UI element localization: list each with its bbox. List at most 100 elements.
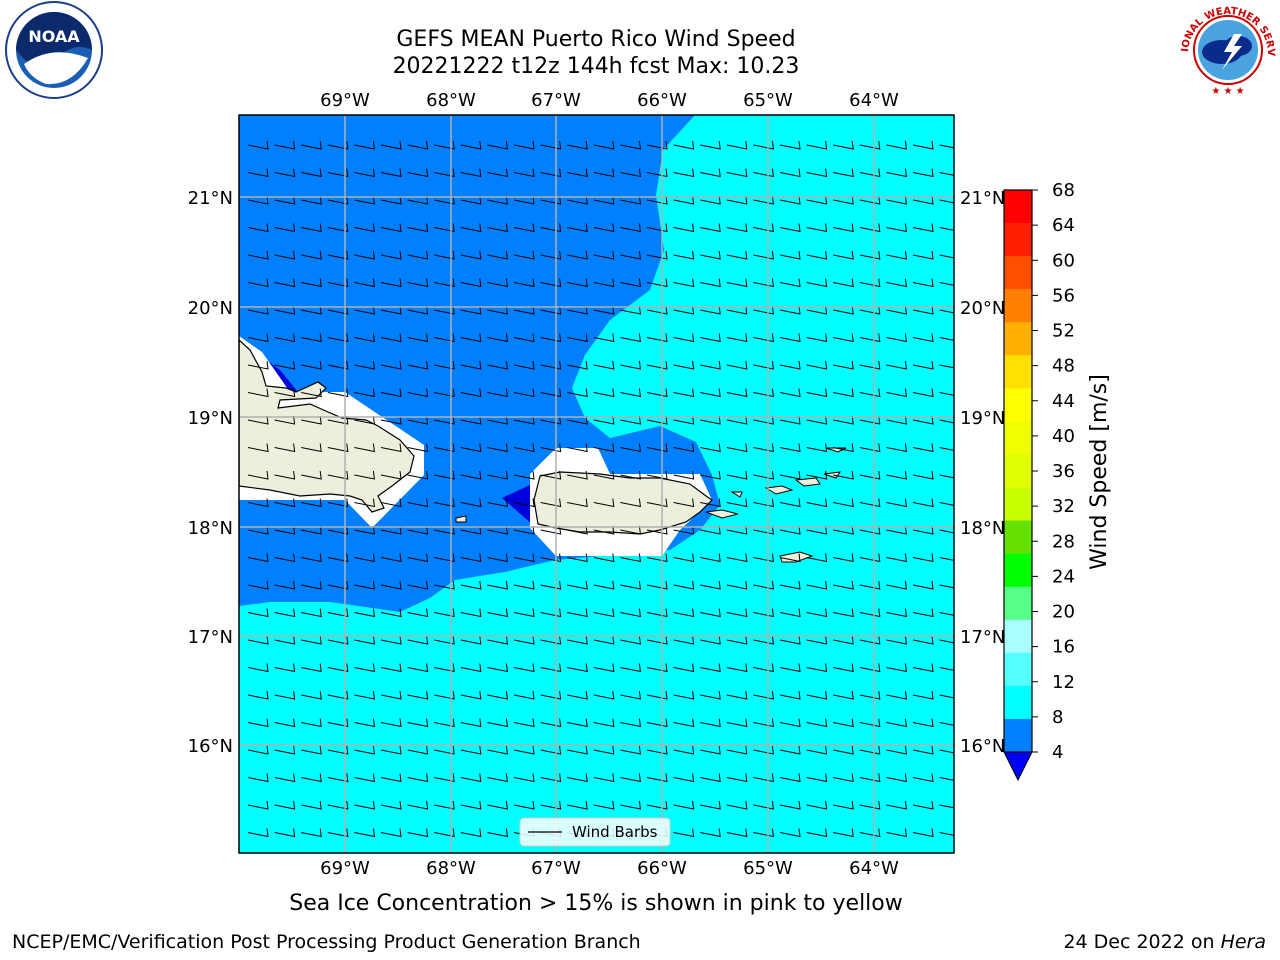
lon-label: 68°W [426, 90, 476, 111]
wind-barb [513, 800, 535, 810]
wind-barb [939, 584, 954, 589]
wind-barb [859, 525, 881, 535]
wind-barb [753, 250, 774, 260]
wind-barb [327, 773, 349, 783]
wind-barb [407, 223, 429, 233]
wind-barb [247, 278, 269, 288]
wind-barb [354, 140, 375, 150]
wind-barb [912, 415, 934, 425]
wind-barb [567, 415, 588, 425]
colorbar-segment [1004, 487, 1032, 521]
wind-barb [673, 223, 695, 233]
colorbar-segment [1004, 553, 1032, 588]
colorbar-ticks: 68 64 60 56 52 48 44 40 36 32 28 24 20 16 12 8 4 [1032, 180, 1075, 763]
wind-barb [487, 278, 508, 288]
wind-barb [380, 278, 402, 288]
wind-barb [886, 635, 907, 645]
wind-barb [912, 663, 934, 673]
wind-barb [806, 360, 828, 370]
wind-barb [434, 278, 455, 288]
wind-barb [886, 140, 907, 150]
wind-barb [274, 773, 296, 783]
wind-barb [859, 580, 881, 590]
wind-barb [779, 525, 801, 535]
wind-barb [567, 773, 588, 783]
lat-label: 18°N [960, 518, 1005, 539]
wind-barb [567, 525, 588, 535]
colorbar-segment [1004, 322, 1032, 356]
wind-barb [327, 415, 349, 425]
wind-barb [434, 360, 455, 370]
wind-barb [939, 502, 954, 506]
wind-barb [247, 525, 269, 535]
wind-barb [726, 443, 748, 453]
wind-barb [886, 415, 907, 425]
wind-barb [886, 223, 907, 233]
wind-barb [434, 745, 455, 755]
wind-barb [859, 278, 881, 288]
wind-barb [912, 828, 934, 838]
nws-stars: ★ ★ ★ [1211, 86, 1244, 97]
wind-barb [726, 663, 748, 673]
colorbar-tick-label: 68 [1052, 180, 1075, 201]
wind-barb [380, 168, 402, 178]
wind-barb [939, 144, 954, 149]
wind-barb [886, 663, 907, 673]
colorbar-segment [1004, 289, 1032, 323]
wind-barb [540, 635, 562, 645]
wind-barb [407, 663, 429, 673]
wind-barb [380, 580, 402, 590]
colorbar-segment [1004, 454, 1032, 488]
wind-barb [274, 388, 296, 398]
wind-barb [513, 580, 535, 590]
wind-barb [859, 388, 881, 398]
wind-barb [434, 195, 455, 205]
colorbar-segment [1004, 718, 1032, 753]
wind-barb [939, 529, 954, 534]
lat-labels-right: 21°N 20°N 19°N 18°N 17°N 16°N [960, 188, 1005, 757]
wind-barb [301, 415, 322, 425]
wind-barb [247, 223, 269, 233]
wind-barb [620, 168, 641, 178]
wind-barb [912, 525, 934, 535]
colorbar-tick-label: 24 [1052, 566, 1075, 587]
wind-barb [700, 828, 721, 838]
wind-barb [833, 470, 854, 480]
wind-barb [327, 388, 349, 398]
wind-barb [886, 553, 907, 563]
wind-barb [593, 250, 615, 260]
wind-barb [301, 608, 322, 618]
wind-barb [673, 278, 695, 288]
wind-barb [673, 333, 695, 343]
wind-barb [700, 800, 721, 810]
wind-barb [700, 305, 721, 315]
wind-barb [407, 718, 429, 728]
wind-barb [833, 360, 854, 370]
wind-barb [886, 443, 907, 453]
wind-barb [354, 305, 375, 315]
wind-barb [779, 470, 801, 480]
wind-barb [434, 635, 455, 645]
wind-barb [593, 635, 615, 645]
wind-barb [407, 635, 429, 645]
wind-barb [460, 800, 482, 810]
wind-barb [567, 360, 588, 370]
wind-barb [779, 278, 801, 288]
island [730, 491, 743, 498]
wind-barb [673, 498, 695, 508]
wind-barb [646, 718, 668, 728]
wind-barb [726, 635, 748, 645]
wind-barb [753, 635, 774, 645]
wind-barb [513, 140, 535, 150]
wind-barb [354, 498, 375, 508]
colorbar-segment [1004, 685, 1032, 720]
dark-patch [502, 484, 532, 524]
wind-barb [753, 278, 774, 288]
wind-barb [460, 360, 482, 370]
wind-barb [593, 415, 615, 425]
wind-barb [646, 278, 668, 288]
map-frame [238, 114, 955, 854]
wind-barb [540, 195, 562, 205]
wind-barb [806, 498, 828, 508]
footer-date: 24 Dec 2022 on Hera [1063, 931, 1266, 953]
